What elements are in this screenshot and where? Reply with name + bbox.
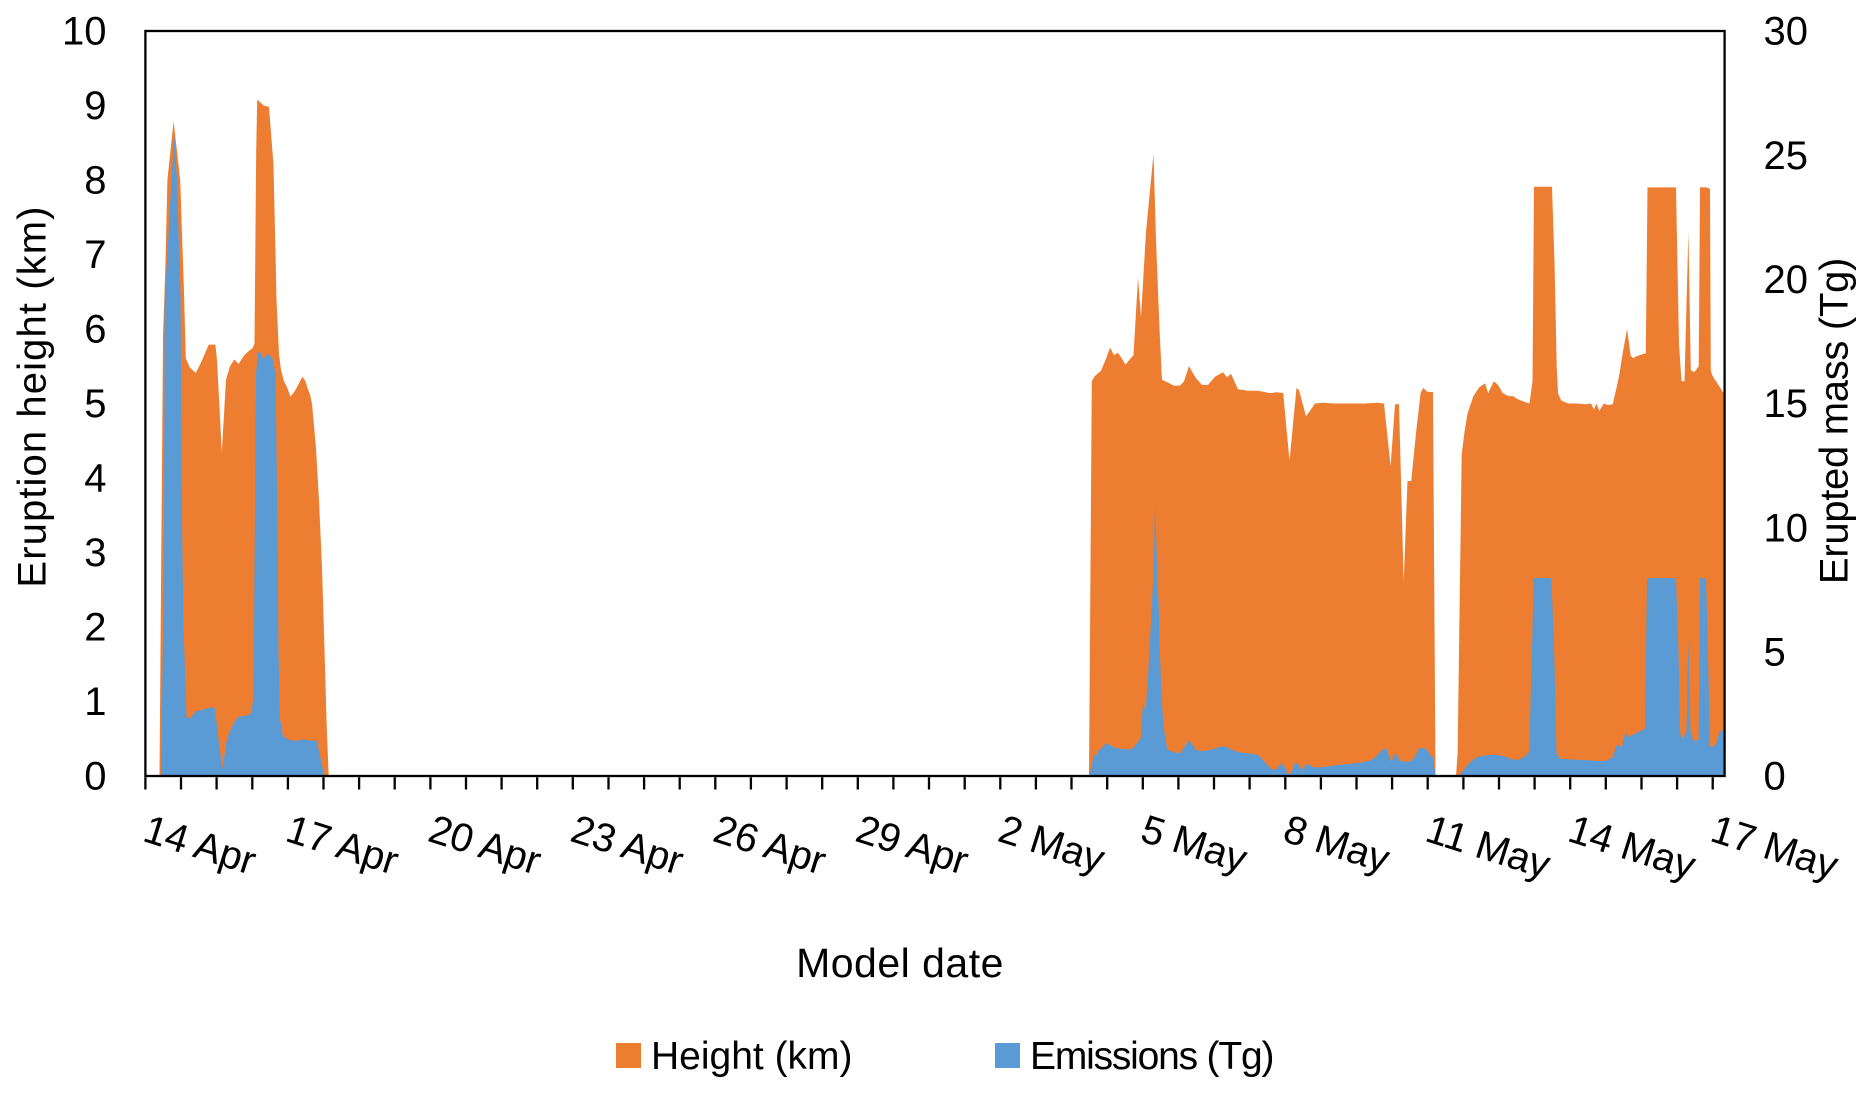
svg-text:17 May: 17 May xyxy=(1706,807,1843,888)
svg-text:25: 25 xyxy=(1764,134,1809,178)
svg-text:5: 5 xyxy=(1764,630,1786,674)
svg-text:5: 5 xyxy=(84,382,106,426)
svg-text:15: 15 xyxy=(1764,382,1809,426)
svg-text:Emissions (Tg): Emissions (Tg) xyxy=(1030,1035,1273,1078)
svg-text:10: 10 xyxy=(62,10,107,54)
svg-text:2: 2 xyxy=(84,606,106,650)
svg-text:7: 7 xyxy=(84,233,106,277)
svg-text:11 May: 11 May xyxy=(1421,807,1556,887)
svg-text:2 May: 2 May xyxy=(993,807,1109,881)
svg-text:1: 1 xyxy=(84,680,106,724)
svg-text:8: 8 xyxy=(84,159,106,203)
svg-text:6: 6 xyxy=(84,308,106,352)
svg-text:3: 3 xyxy=(84,531,106,575)
svg-text:9: 9 xyxy=(84,84,106,128)
svg-text:10: 10 xyxy=(1764,506,1809,550)
svg-text:29 Apr: 29 Apr xyxy=(851,807,973,883)
svg-text:20: 20 xyxy=(1764,258,1809,302)
svg-text:14 Apr: 14 Apr xyxy=(138,807,260,883)
svg-text:Height (km): Height (km) xyxy=(651,1035,853,1078)
svg-text:26 Apr: 26 Apr xyxy=(708,807,830,883)
svg-text:5 May: 5 May xyxy=(1136,807,1252,881)
svg-text:17 Apr: 17 Apr xyxy=(281,807,403,883)
svg-text:8 May: 8 May xyxy=(1278,807,1394,881)
svg-text:Eruption height (km): Eruption height (km) xyxy=(11,205,55,587)
svg-text:0: 0 xyxy=(84,755,106,799)
svg-text:Model date: Model date xyxy=(796,940,1004,986)
svg-text:0: 0 xyxy=(1764,755,1786,799)
svg-text:20 Apr: 20 Apr xyxy=(423,807,545,883)
svg-text:30: 30 xyxy=(1764,10,1809,54)
svg-text:Erupted mass (Tg): Erupted mass (Tg) xyxy=(1813,258,1857,584)
svg-text:14 May: 14 May xyxy=(1563,807,1700,888)
svg-text:23 Apr: 23 Apr xyxy=(566,807,688,883)
svg-text:4: 4 xyxy=(84,457,106,501)
